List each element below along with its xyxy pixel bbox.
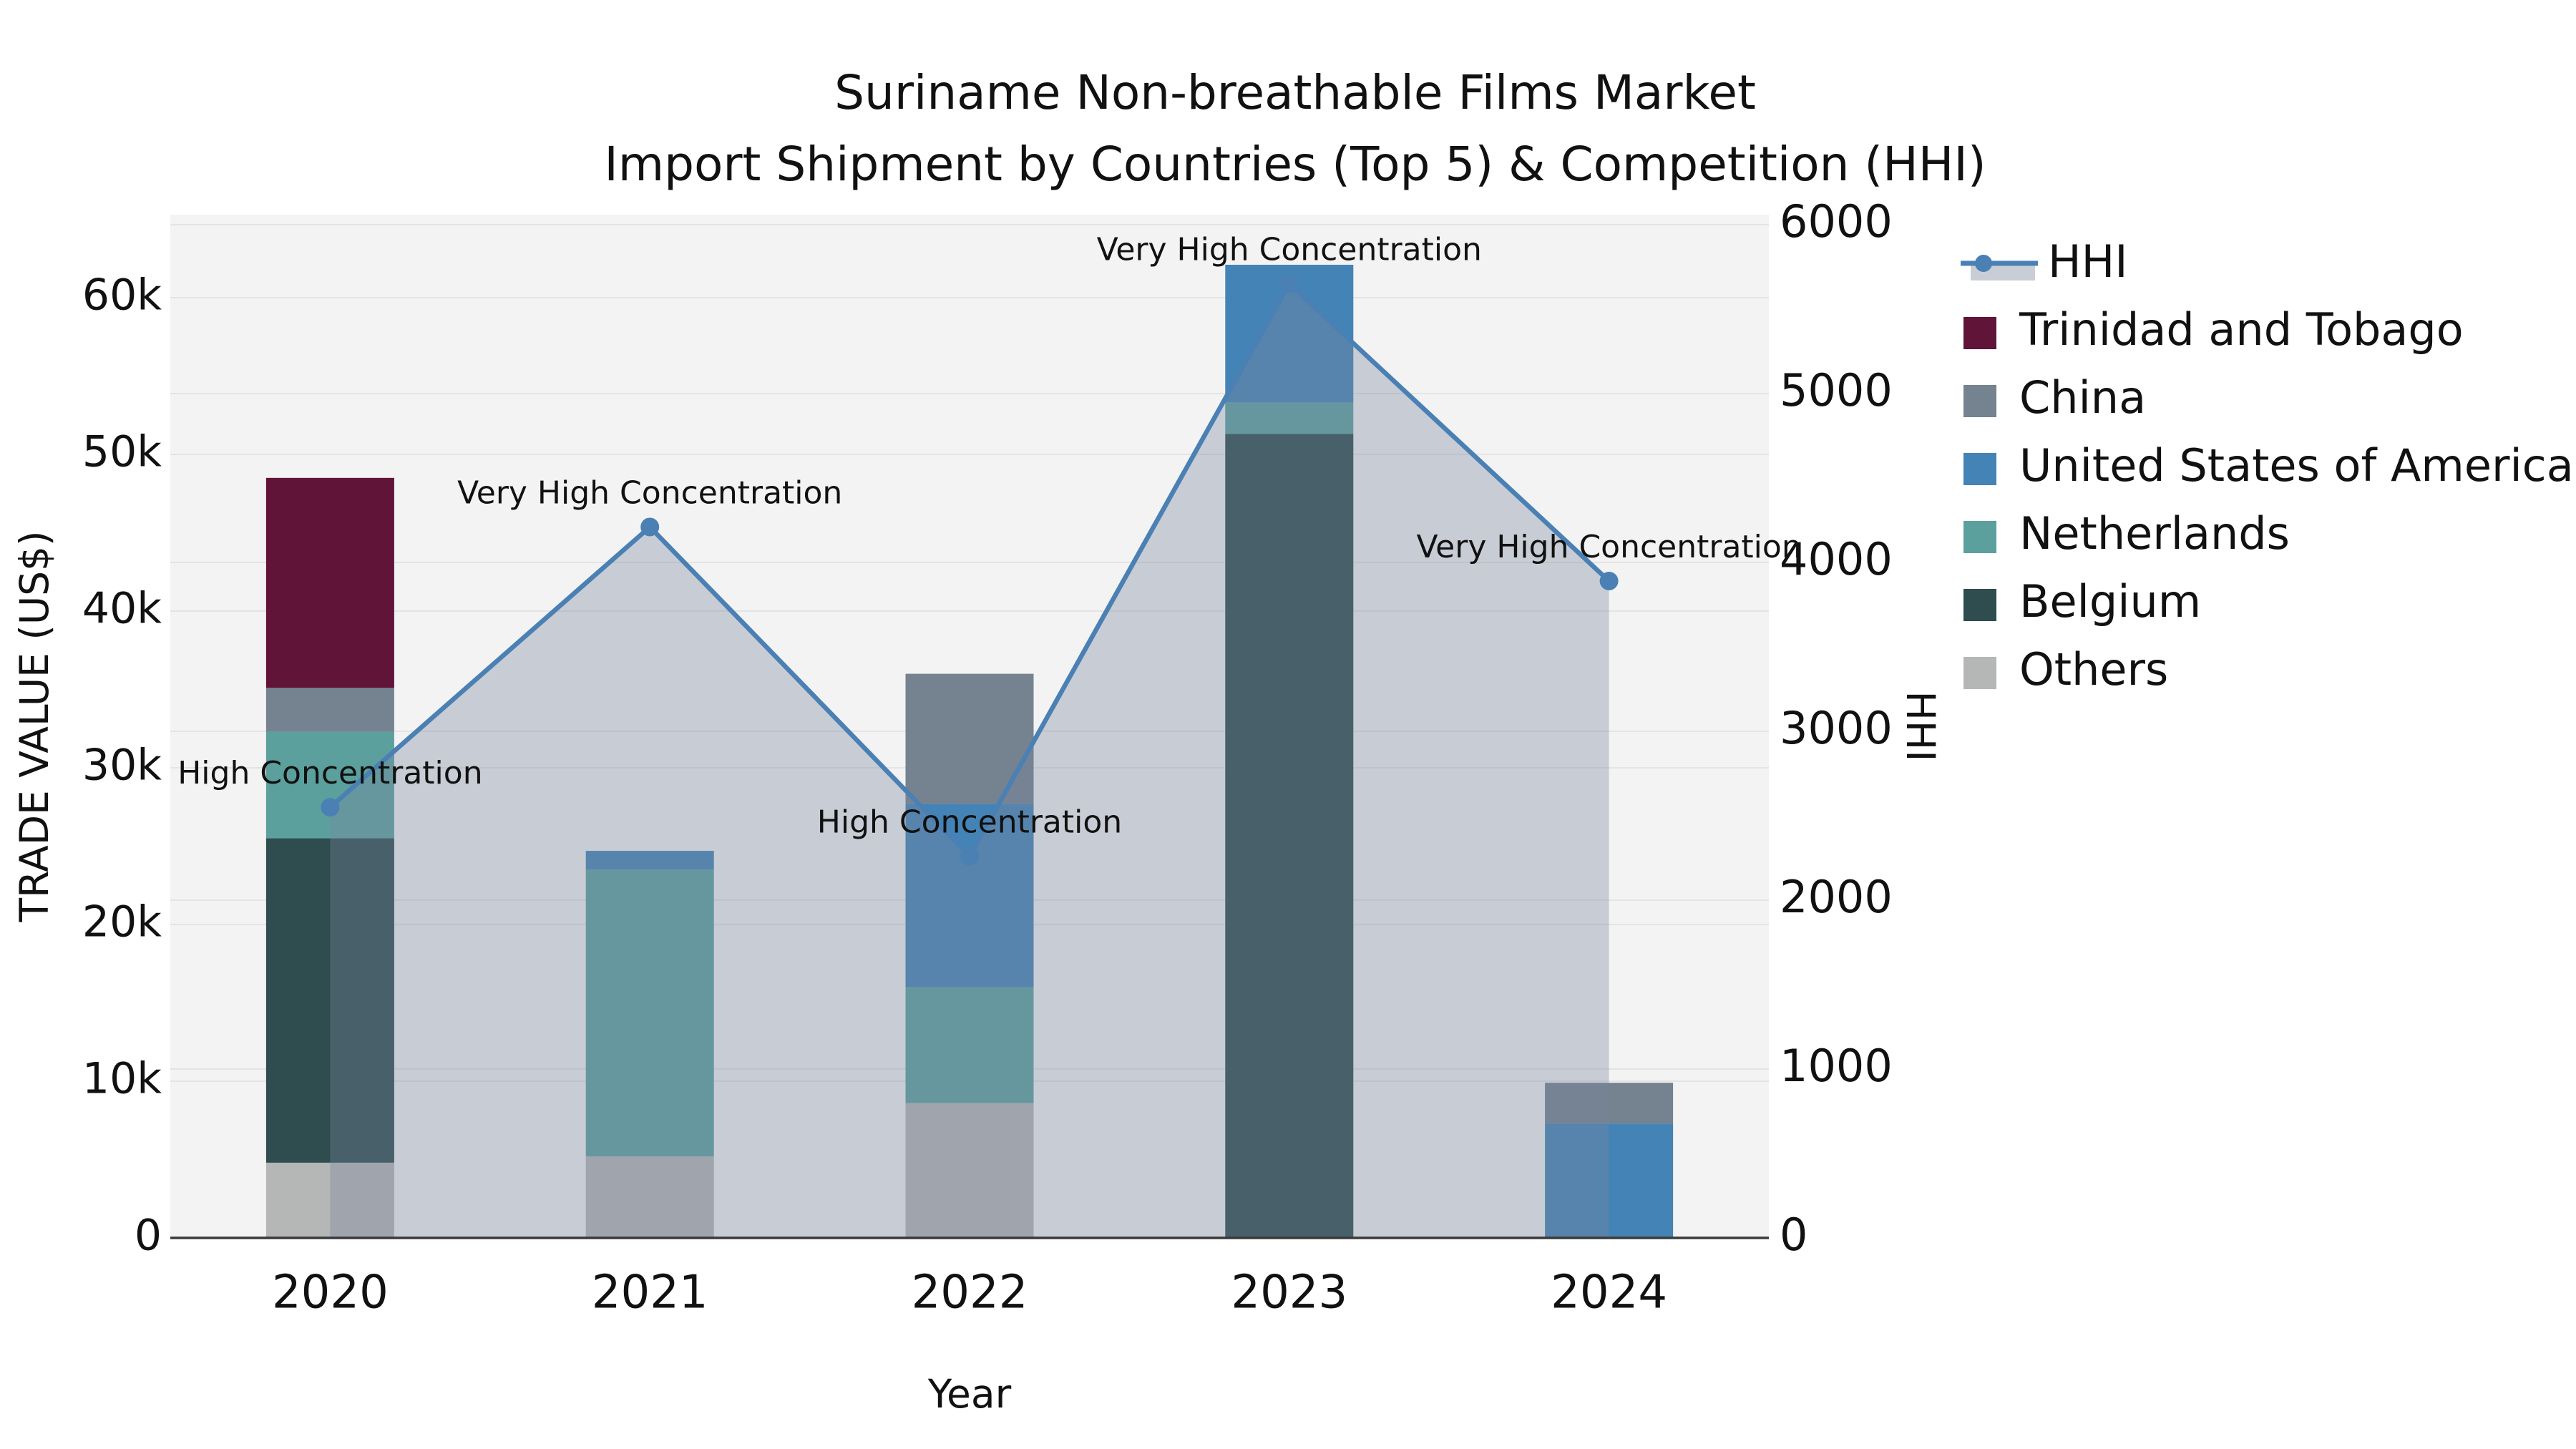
bar-segment-others	[585, 1156, 714, 1238]
legend-swatch-trinidad-and-tobago	[1963, 317, 1996, 349]
hhi-marker	[1599, 571, 1619, 590]
bar-segment-united-states-of-america	[585, 851, 714, 870]
y-right-tick-label: 2000	[1780, 871, 1893, 923]
bar-segment-belgium	[265, 838, 394, 1163]
chart-title-line-2: Import Shipment by Countries (Top 5) & C…	[604, 137, 1986, 192]
legend-swatch-netherlands	[1963, 521, 1996, 553]
x-tick-label: 2021	[592, 1267, 708, 1319]
legend-swatch-united-states-of-america	[1963, 453, 1996, 485]
y-right-tick-label: 3000	[1780, 702, 1893, 754]
legend-swatch-others	[1963, 657, 1996, 689]
annotation-2023: Very High Concentration	[1097, 232, 1482, 268]
y-left-tick-label: 50k	[82, 427, 162, 477]
bar-segment-netherlands	[905, 987, 1034, 1103]
y-left-tick-label: 10k	[82, 1054, 162, 1104]
y-left-tick-label: 20k	[82, 897, 162, 947]
x-tick-label: 2020	[272, 1267, 389, 1319]
legend-swatch-china	[1963, 385, 1996, 417]
hhi-area-fill	[330, 283, 1609, 1239]
legend-label-others: Others	[2019, 643, 2168, 696]
y-right-tick-label: 5000	[1780, 364, 1893, 416]
annotation-2021: Very High Concentration	[457, 474, 842, 511]
legend-label-netherlands: Netherlands	[2019, 507, 2290, 560]
x-tick-label: 2022	[912, 1267, 1028, 1319]
bar-segment-others	[905, 1103, 1034, 1238]
legend-label-china: China	[2019, 371, 2146, 424]
annotation-2020: High Concentration	[177, 755, 482, 791]
legend-label-belgium: Belgium	[2019, 575, 2201, 628]
annotation-2024: Very High Concentration	[1416, 529, 1801, 565]
y-left-tick-label: 40k	[82, 584, 162, 634]
x-tick-label: 2024	[1551, 1267, 1667, 1319]
bar-segment-netherlands	[265, 731, 394, 839]
y-right-tick-label: 0	[1780, 1209, 1807, 1261]
bar-segment-united-states-of-america	[1545, 1123, 1674, 1238]
y-axis-left-title: TRADE VALUE (US$)	[11, 531, 57, 923]
legend-label-hhi: HHI	[2048, 235, 2128, 288]
bar-segment-belgium	[1225, 434, 1354, 1238]
bar-segment-netherlands	[585, 869, 714, 1157]
annotation-2022: High Concentration	[817, 804, 1122, 841]
legend-swatch-belgium	[1963, 589, 1996, 621]
hhi-marker	[960, 847, 979, 866]
legend-label-trinidad-and-tobago: Trinidad and Tobago	[2019, 303, 2464, 356]
y-left-tick-label: 60k	[82, 270, 162, 321]
hhi-marker	[321, 798, 340, 817]
y-right-tick-label: 4000	[1780, 533, 1893, 585]
legend-label-united-states-of-america: United States of America	[2019, 439, 2574, 492]
y-axis-right-title: HHI	[1898, 691, 1943, 762]
hhi-marker	[1279, 274, 1299, 293]
bar-segment-china	[265, 688, 394, 732]
bar-segment-united-states-of-america	[905, 804, 1034, 987]
bar-segment-netherlands	[1225, 402, 1354, 434]
hhi-marker	[640, 517, 660, 537]
bar-segment-china	[1545, 1083, 1674, 1124]
y-left-tick-label: 30k	[82, 741, 162, 791]
legend-hhi-marker-icon	[1975, 255, 1992, 272]
x-tick-label: 2023	[1231, 1267, 1347, 1319]
y-left-tick-label: 0	[135, 1211, 162, 1261]
chart-title-line-1: Suriname Non-breathable Films Market	[834, 65, 1756, 120]
x-axis-title: Year	[927, 1371, 1012, 1417]
bar-segment-others	[265, 1162, 394, 1238]
bar-segment-trinidad-and-tobago	[265, 477, 394, 688]
y-right-tick-label: 1000	[1780, 1040, 1893, 1092]
y-right-tick-label: 6000	[1780, 195, 1893, 248]
